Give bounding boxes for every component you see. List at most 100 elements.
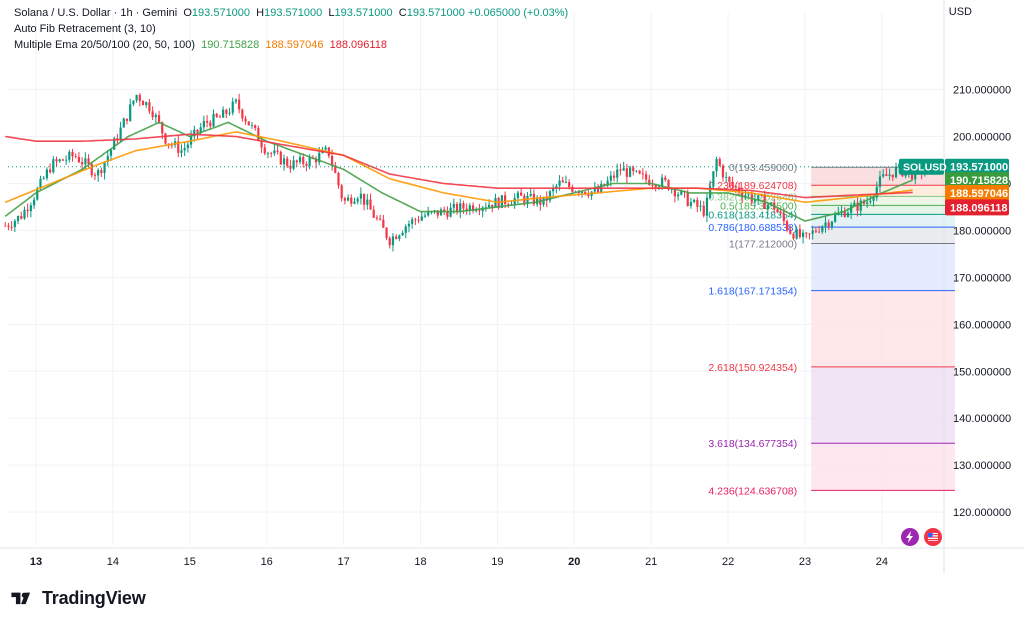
candle-up — [420, 216, 423, 221]
candle-up — [84, 158, 87, 165]
candle-down — [443, 209, 446, 212]
candle-up — [869, 200, 872, 203]
candle-up — [356, 198, 359, 202]
candle-down — [276, 150, 279, 152]
candle-up — [135, 94, 138, 101]
symbol-tag-label: SOLUSD — [903, 162, 947, 174]
y-tick-label: 170.000000 — [953, 272, 1011, 284]
x-tick-label: 18 — [414, 556, 426, 568]
candle-up — [222, 109, 225, 118]
candle-down — [369, 199, 372, 210]
candle-down — [244, 118, 247, 122]
candle-down — [334, 165, 337, 173]
candle-up — [411, 219, 414, 224]
candle-down — [465, 208, 468, 211]
flag-icon[interactable] — [924, 528, 942, 546]
fib-level-label: 4.236(124.636708) — [708, 485, 797, 497]
candle-up — [580, 191, 584, 194]
candle-down — [26, 209, 29, 212]
candle-down — [286, 158, 289, 166]
candle-up — [635, 170, 638, 172]
candle-up — [801, 232, 805, 237]
candle-up — [423, 215, 427, 217]
y-tick-label: 210.000000 — [953, 85, 1011, 97]
candle-up — [516, 192, 520, 198]
fib-level-label: 0.786(180.688538) — [708, 222, 797, 234]
candle-up — [29, 205, 32, 212]
y-tick-label: 180.000000 — [953, 225, 1011, 237]
candle-down — [728, 177, 731, 182]
candle-up — [747, 194, 750, 196]
candle-down — [148, 102, 151, 112]
candle-up — [593, 188, 596, 192]
candle-up — [391, 236, 395, 246]
us-flag-icon — [928, 533, 938, 541]
fib-level-label: 3.618(134.677354) — [708, 438, 797, 450]
candle-down — [10, 226, 13, 228]
candle-up — [324, 147, 327, 150]
chart-legend: Solana / U.S. Dollar · 1h · Gemini O193.… — [14, 5, 568, 53]
tradingview-logo-icon — [11, 592, 31, 604]
x-tick-label: 19 — [491, 556, 503, 568]
candle-up — [821, 226, 824, 232]
fib-zone — [811, 290, 955, 367]
candle-down — [61, 159, 65, 161]
price-axis[interactable]: 210.000000200.000000190.000000180.000000… — [953, 85, 1011, 520]
candle-down — [619, 169, 622, 171]
candle-up — [180, 150, 183, 153]
candle-up — [298, 156, 302, 163]
candle-up — [231, 101, 234, 113]
candle-down — [805, 232, 808, 234]
time-axis[interactable]: 13 14 15 16 17 18 19 20 21 22 23 24 — [30, 556, 888, 568]
candle-up — [129, 104, 132, 121]
candle-down — [798, 229, 801, 237]
candle-down — [664, 177, 667, 180]
price-tag-value: 188.597046 — [950, 188, 1008, 200]
candle-down — [225, 109, 228, 114]
fib-zone — [811, 366, 955, 444]
candle-down — [686, 192, 689, 206]
pine-icon[interactable] — [901, 528, 919, 546]
candle-down — [779, 211, 782, 214]
candle-down — [734, 186, 737, 188]
ema-line-ema100 — [5, 133, 913, 199]
candle-up — [292, 160, 295, 169]
tradingview-brand[interactable]: TradingView — [10, 588, 146, 609]
candle-up — [555, 185, 558, 189]
candle-down — [507, 204, 510, 205]
ema-line-ema50 — [4, 130, 913, 204]
candle-down — [885, 174, 888, 176]
price-tag-box — [945, 158, 1009, 175]
candle-down — [87, 158, 90, 164]
candle-down — [279, 151, 282, 165]
candle-down — [776, 209, 779, 212]
candle-down — [584, 191, 587, 195]
brand-name: TradingView — [42, 588, 146, 608]
fib-level-label: 0(193.459000) — [729, 162, 797, 174]
currency-label[interactable]: USD — [948, 6, 972, 18]
candle-up — [468, 205, 471, 211]
candle-up — [68, 151, 71, 160]
candle-up — [113, 138, 116, 150]
candle-down — [379, 218, 382, 220]
candle-up — [13, 220, 16, 227]
fib-indicator-label[interactable]: Auto Fib Retracement (3, 10) — [14, 23, 156, 35]
candle-up — [830, 221, 834, 227]
candle-down — [330, 155, 334, 166]
fib-level-label: 1.618(167.171354) — [708, 286, 797, 298]
candle-up — [894, 166, 898, 178]
ema-indicator-label[interactable]: Multiple Ema 20/50/100 (20, 50, 100) — [14, 39, 196, 51]
candle-down — [48, 169, 52, 173]
candle-down — [503, 195, 507, 205]
x-tick-label: 23 — [799, 556, 811, 568]
candle-up — [628, 167, 632, 177]
candle-down — [789, 229, 792, 234]
symbol-title[interactable]: Solana / U.S. Dollar · 1h · Gemini — [14, 7, 178, 19]
candle-up — [308, 157, 311, 166]
candle-up — [558, 180, 561, 186]
ema50-value: 188.597046 — [265, 39, 324, 51]
candle-up — [693, 199, 696, 203]
candle-up — [725, 177, 728, 178]
lightning-icon — [906, 531, 913, 543]
